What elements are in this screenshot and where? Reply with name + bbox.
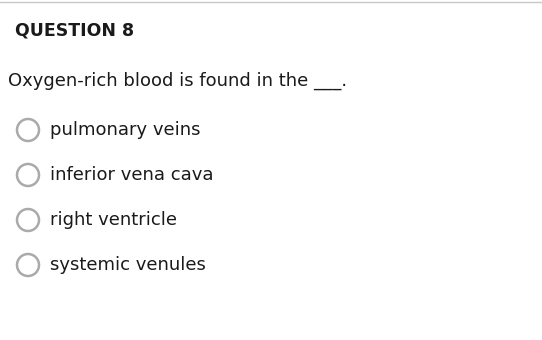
Text: pulmonary veins: pulmonary veins xyxy=(50,121,201,139)
Text: systemic venules: systemic venules xyxy=(50,256,206,274)
Text: inferior vena cava: inferior vena cava xyxy=(50,166,214,184)
Text: Oxygen-rich blood is found in the ___.: Oxygen-rich blood is found in the ___. xyxy=(8,72,347,90)
Text: QUESTION 8: QUESTION 8 xyxy=(15,22,134,40)
Text: right ventricle: right ventricle xyxy=(50,211,177,229)
